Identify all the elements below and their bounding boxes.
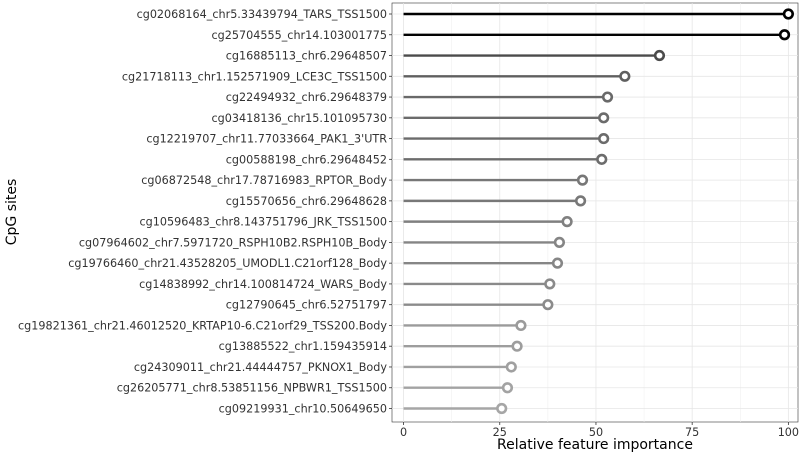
y-tick-label: cg16885113_chr6.29648507 <box>226 50 387 63</box>
y-tick-labels: cg02068164_chr5.33439794_TARS_TSS1500 cg2… <box>18 8 392 416</box>
y-tick-label: cg14838992_chr14.100814724_WARS_Body <box>139 278 387 291</box>
minor-gridlines <box>451 3 741 422</box>
x-tick-label: 0 <box>400 426 407 439</box>
y-tick-label: cg22494932_chr6.29648379 <box>226 91 387 104</box>
x-tick-labels: 0 25 50 75 100 <box>400 422 799 439</box>
lollipop-point <box>505 361 517 373</box>
lollipop-point <box>515 319 527 332</box>
panel-background <box>391 2 799 423</box>
y-tick-label: cg00588198_chr6.29648452 <box>226 153 387 166</box>
lollipop-points <box>496 8 794 415</box>
lollipop-point <box>778 29 791 41</box>
lollipop-point <box>596 153 608 165</box>
lollipop-point <box>653 49 666 62</box>
y-tick-label: cg19821361_chr21.46012520_KRTAP10-6.C21o… <box>18 319 387 332</box>
y-tick-label: cg03418136_chr15.101095730 <box>212 112 387 125</box>
y-tick-label: cg15570656_chr6.29648628 <box>226 195 387 208</box>
y-tick-label: cg12219707_chr11.77033664_PAK1_3'UTR <box>146 133 387 146</box>
y-tick-label: cg13885522_chr1.159435914 <box>219 340 387 353</box>
lollipop-point <box>574 195 587 207</box>
y-tick-label: cg07964602_chr7.5971720_RSPH10B2.RSPH10B… <box>79 236 387 249</box>
x-tick-label: 50 <box>589 426 603 439</box>
lollipop-point <box>511 340 523 352</box>
lollipop-point <box>496 402 508 415</box>
x-tick-label: 75 <box>685 426 699 439</box>
y-tick-label: cg09219931_chr10.50649650 <box>219 403 387 416</box>
y-tick-label: cg12790645_chr6.52751797 <box>226 299 387 312</box>
y-axis-title: CpG sites <box>4 179 20 246</box>
lollipop-point <box>551 257 564 269</box>
lollipop-point <box>598 132 610 145</box>
y-tick-label: cg06872548_chr17.78716983_RPTOR_Body <box>141 174 387 187</box>
y-tick-label: cg25704555_chr14.103001775 <box>212 29 387 42</box>
lollipop-point <box>553 236 566 248</box>
lollipop-point <box>561 216 573 228</box>
x-tick-label: 25 <box>493 426 507 439</box>
y-tick-label: cg26205771_chr8.53851156_NPBWR1_TSS1500 <box>117 382 387 395</box>
lollipop-point <box>576 174 589 186</box>
y-tick-label: cg21718113_chr1.152571909_LCE3C_TSS1500 <box>122 70 387 83</box>
lollipop-point <box>544 278 556 290</box>
x-tick-label: 100 <box>778 426 799 439</box>
lollipop-stems <box>403 12 789 410</box>
y-tick-label: cg02068164_chr5.33439794_TARS_TSS1500 <box>137 8 387 21</box>
lollipop-point <box>501 382 514 394</box>
lollipop-point <box>598 112 610 124</box>
lollipop-point <box>601 91 614 103</box>
lollipop-point <box>542 299 554 311</box>
lollipop-point <box>782 8 794 20</box>
lollipop-point <box>619 70 631 82</box>
y-tick-label: cg10596483_chr8.143751796_JRK_TSS1500 <box>140 216 387 229</box>
x-axis-title: Relative feature importance <box>497 437 693 453</box>
y-tick-label: cg24309011_chr21.44444757_PKNOX1_Body <box>134 361 387 374</box>
y-tick-label: cg19766460_chr21.43528205_UMODL1.C21orf1… <box>68 257 387 270</box>
